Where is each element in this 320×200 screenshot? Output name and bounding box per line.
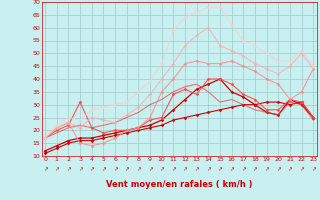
X-axis label: Vent moyen/en rafales ( km/h ): Vent moyen/en rafales ( km/h ) bbox=[106, 180, 252, 189]
